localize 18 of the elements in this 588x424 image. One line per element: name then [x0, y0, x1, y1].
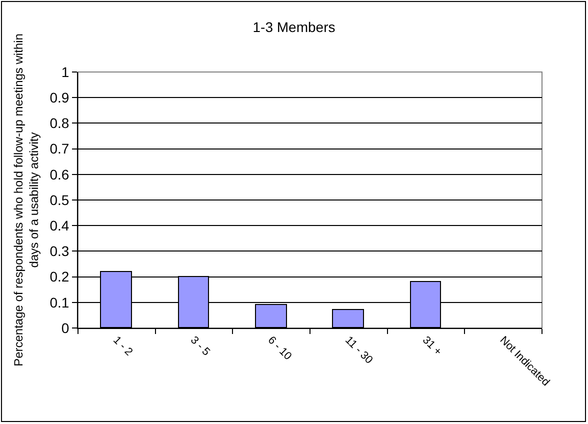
y-tick-label: 0.5	[50, 192, 70, 208]
y-tick-label: 0.2	[50, 268, 70, 285]
x-tick-label: 11 - 30	[342, 334, 375, 366]
x-tick-label: 31 +	[420, 334, 444, 358]
y-tick-label: 1	[61, 64, 70, 80]
y-tick-label: 0.3	[50, 243, 70, 260]
x-tick-label: 1 - 2	[110, 334, 135, 358]
y-tick-label: 0.9	[50, 90, 70, 106]
x-tick-label: 6 - 10	[265, 334, 294, 363]
y-tick-label: 0.4	[50, 218, 70, 234]
y-axis-title: Percentage of respondents who hold follow-up meetings within days of a usability activity	[11, 34, 42, 366]
y-tick-label: 0.1	[50, 294, 70, 310]
chart-title: 1-3 Members	[252, 18, 336, 35]
y-tick-label: 0.6	[50, 166, 70, 182]
y-tick-label: 0.8	[50, 115, 70, 132]
y-tick-label: 0.7	[50, 140, 70, 157]
x-tick-label: 3 - 5	[188, 334, 212, 358]
y-tick-label: 0	[61, 320, 70, 336]
